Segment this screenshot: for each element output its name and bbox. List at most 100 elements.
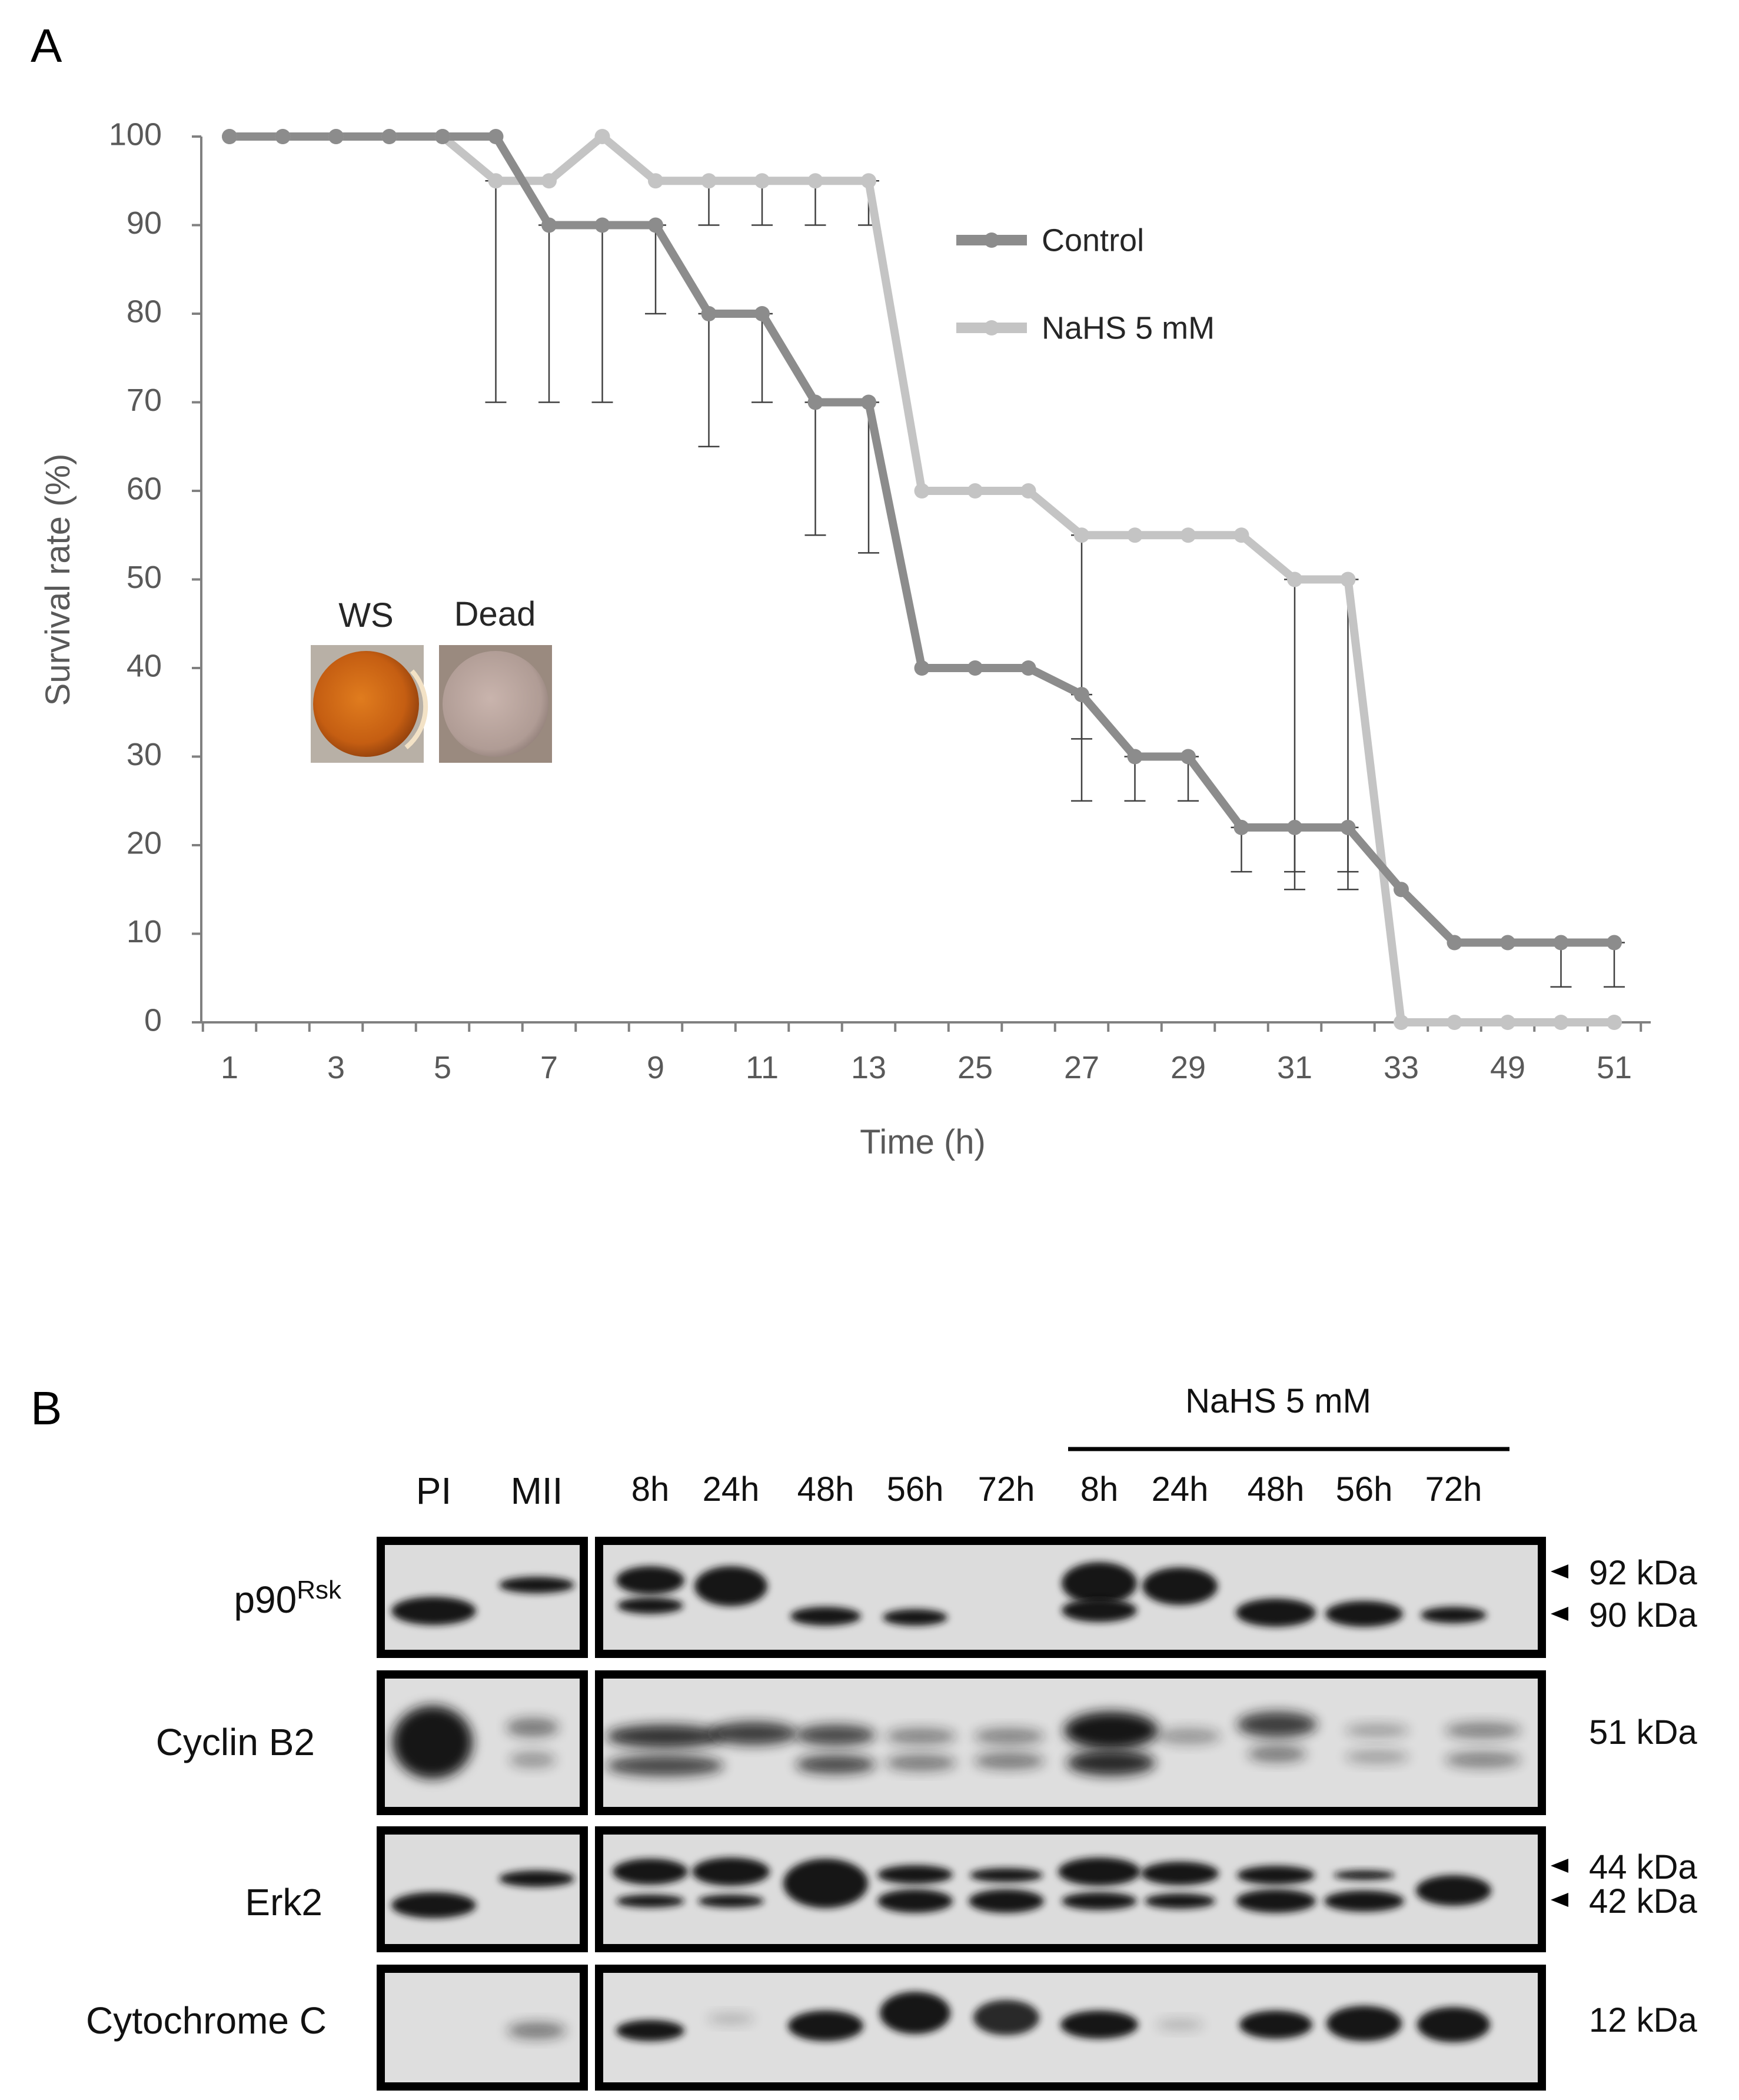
marker-51kda: 51 kDa <box>1589 1713 1698 1752</box>
dead-oocyte-image <box>443 651 548 757</box>
data-point-nahs <box>807 173 823 189</box>
band <box>1060 2011 1138 2039</box>
data-point-nahs <box>861 173 876 189</box>
marker-90kda: 90 kDa <box>1589 1596 1698 1634</box>
inset-label-ws: WS <box>338 596 393 634</box>
band <box>709 1722 797 1745</box>
band <box>1445 1752 1521 1768</box>
band <box>788 2011 863 2041</box>
lane-label-56h: 56h <box>887 1470 944 1508</box>
band <box>1141 1862 1219 1885</box>
panel-a-letter: A <box>31 19 62 72</box>
data-point-nahs <box>488 173 504 189</box>
band <box>393 1706 473 1779</box>
data-point-control <box>1607 935 1622 951</box>
lane-labels: PI MII 8h 24h 48h 56h 72h 8h 24h 48h 56h… <box>416 1470 1482 1512</box>
data-point-control <box>1074 687 1089 703</box>
y-tick-label: 20 <box>127 825 162 860</box>
lane-label-8h: 8h <box>631 1470 670 1508</box>
band <box>796 1755 876 1774</box>
band <box>796 1724 876 1746</box>
treatment-label: NaHS 5 mM <box>1185 1382 1371 1420</box>
band <box>616 1895 684 1908</box>
band <box>1345 1750 1409 1764</box>
legend-control-marker <box>984 232 999 248</box>
data-point-control <box>1340 819 1356 835</box>
x-tick-label: 51 <box>1597 1050 1632 1085</box>
band <box>969 1889 1044 1913</box>
marker-42kda: 42 kDa <box>1589 1882 1698 1920</box>
band <box>1062 1892 1137 1910</box>
data-point-control <box>541 217 557 233</box>
band <box>883 1609 947 1626</box>
band <box>1236 1889 1316 1913</box>
band <box>1237 1866 1315 1885</box>
x-tick-label: 27 <box>1064 1050 1099 1085</box>
band <box>616 2020 684 2041</box>
y-tick-label: 90 <box>127 205 162 241</box>
y-tick-label: 80 <box>127 294 162 329</box>
band <box>886 1728 956 1745</box>
blot-p90-left <box>377 1537 588 1658</box>
marker-12kda: 12 kDa <box>1589 2001 1698 2039</box>
band <box>1145 1893 1215 1909</box>
data-point-nahs <box>541 173 557 189</box>
inset-images: WS Dead <box>311 595 552 763</box>
legend-nahs-marker <box>984 320 999 335</box>
data-point-control <box>1287 819 1302 835</box>
band <box>1239 2011 1312 2039</box>
x-tick-label: 1 <box>221 1050 238 1085</box>
data-point-nahs <box>1233 527 1249 543</box>
band <box>1325 1601 1403 1627</box>
data-point-control <box>648 217 663 233</box>
band <box>1445 1722 1521 1739</box>
arrow-92-icon <box>1551 1564 1568 1579</box>
x-tick-label: 11 <box>746 1050 779 1085</box>
x-tick-label: 13 <box>851 1050 886 1085</box>
ws-oocyte-highlight <box>404 669 428 750</box>
data-point-control <box>1127 749 1143 765</box>
series-points <box>222 129 1622 1030</box>
row-label-p90rsk: p90Rsk <box>234 1576 342 1621</box>
x-tick-label: 49 <box>1490 1050 1525 1085</box>
data-point-control <box>807 394 823 410</box>
band <box>606 1755 724 1776</box>
data-point-nahs <box>1020 483 1036 499</box>
data-point-nahs <box>648 173 663 189</box>
data-point-nahs <box>1181 527 1196 543</box>
band <box>1334 1870 1395 1880</box>
band <box>880 1992 950 2034</box>
data-point-nahs <box>967 483 983 499</box>
data-point-control <box>435 129 450 144</box>
band <box>1421 1607 1487 1623</box>
blot-erk2-right <box>595 1826 1546 1952</box>
y-axis-title: Survival rate (%) <box>39 454 77 706</box>
band <box>974 1728 1045 1745</box>
arrow-44-icon <box>1551 1859 1568 1873</box>
band <box>1058 1858 1141 1886</box>
band <box>499 1870 574 1887</box>
band <box>877 1889 953 1913</box>
band <box>1326 2006 1402 2041</box>
band <box>391 1892 476 1918</box>
data-point-nahs <box>1500 1015 1515 1030</box>
y-tick-label: 10 <box>127 914 162 949</box>
blot-bands <box>391 1562 1521 2042</box>
data-point-nahs <box>1607 1015 1622 1030</box>
y-tick-label: 50 <box>127 560 162 595</box>
lane-label-nahs-48h: 48h <box>1248 1470 1305 1508</box>
band <box>507 2022 566 2039</box>
data-point-nahs <box>914 483 930 499</box>
band <box>1248 1746 1306 1762</box>
band <box>1062 1562 1137 1604</box>
x-axis-ticks: 1 3 5 7 9 11 13 25 27 29 31 33 49 51 <box>201 1022 1642 1085</box>
row-label-erk2: Erk2 <box>245 1881 322 1923</box>
band <box>1156 1728 1221 1745</box>
y-tick-label: 40 <box>127 648 162 683</box>
data-point-nahs <box>754 173 770 189</box>
data-point-control <box>701 306 717 321</box>
y-axis-ticks: 0 10 20 30 40 50 60 70 80 90 100 <box>109 117 201 1038</box>
x-tick-label: 9 <box>647 1050 664 1085</box>
band <box>1345 1723 1409 1737</box>
